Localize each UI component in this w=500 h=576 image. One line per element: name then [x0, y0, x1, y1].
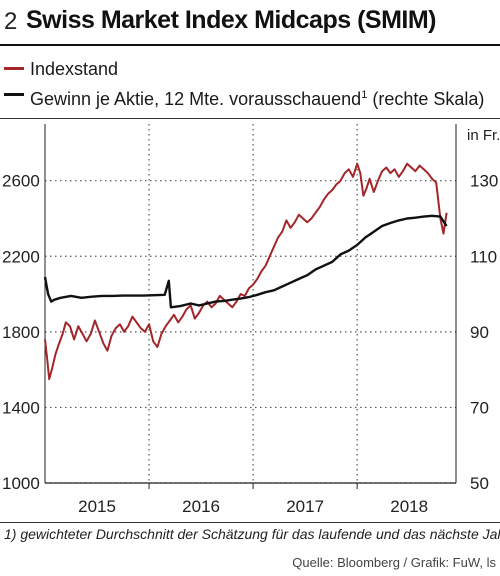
legend-swatch-gewinn	[4, 93, 24, 96]
chart-plot: 1000 1400 1800 2200 2600 50 70 90 110 130 in Fr. 20…	[2, 124, 500, 516]
y-left-tick-1400: 1400	[2, 398, 40, 417]
series-line-gewinn	[43, 214, 448, 309]
legend-label-indexstand: Indexstand	[30, 59, 119, 79]
figure-number: 2	[4, 8, 18, 35]
y-right-tick-90: 90	[470, 323, 489, 342]
x-tick-2017: 2017	[286, 497, 324, 516]
x-tick-2018: 2018	[390, 497, 428, 516]
y-left-tick-1000: 1000	[2, 474, 40, 493]
y-left-tick-2200: 2200	[2, 247, 40, 266]
y-left-tick-2600: 2600	[2, 172, 40, 191]
legend-label-gewinn-text: Gewinn je Aktie, 12 Mte. vorausschauend	[30, 89, 362, 109]
y-right-unit: in Fr.	[467, 127, 500, 144]
y-right-tick-50: 50	[470, 474, 489, 493]
legend-item-indexstand: Indexstand	[4, 56, 496, 82]
y-left-tick-1800: 1800	[2, 323, 40, 342]
legend-label-gewinn: Gewinn je Aktie, 12 Mte. vorausschauend1…	[30, 82, 484, 112]
header-rule	[0, 44, 500, 46]
legend-item-gewinn: Gewinn je Aktie, 12 Mte. vorausschauend1…	[4, 82, 496, 109]
legend-swatch-indexstand	[4, 67, 24, 70]
chart-header: 2 Swiss Market Index Midcaps (SMIM)	[0, 0, 500, 46]
source-credit: Quelle: Bloomberg / Grafik: FuW, ls	[292, 555, 496, 570]
series-line-indexstand	[44, 162, 448, 381]
x-tick-2016: 2016	[182, 497, 220, 516]
y-right-tick-70: 70	[470, 398, 489, 417]
legend: Indexstand Gewinn je Aktie, 12 Mte. vora…	[4, 56, 496, 109]
footnote: 1) gewichteter Durchschnitt der Schätzun…	[4, 526, 500, 542]
y-right-tick-130: 130	[470, 172, 498, 191]
y-right-tick-110: 110	[470, 247, 497, 266]
x-tick-2015: 2015	[78, 497, 116, 516]
chart-title: Swiss Market Index Midcaps (SMIM)	[26, 6, 437, 34]
legend-label-gewinn-suffix: (rechte Skala)	[367, 89, 485, 109]
legend-footnote-mark: 1	[361, 89, 368, 101]
footnote-rule	[0, 522, 500, 523]
plot-top-rule	[0, 118, 500, 119]
